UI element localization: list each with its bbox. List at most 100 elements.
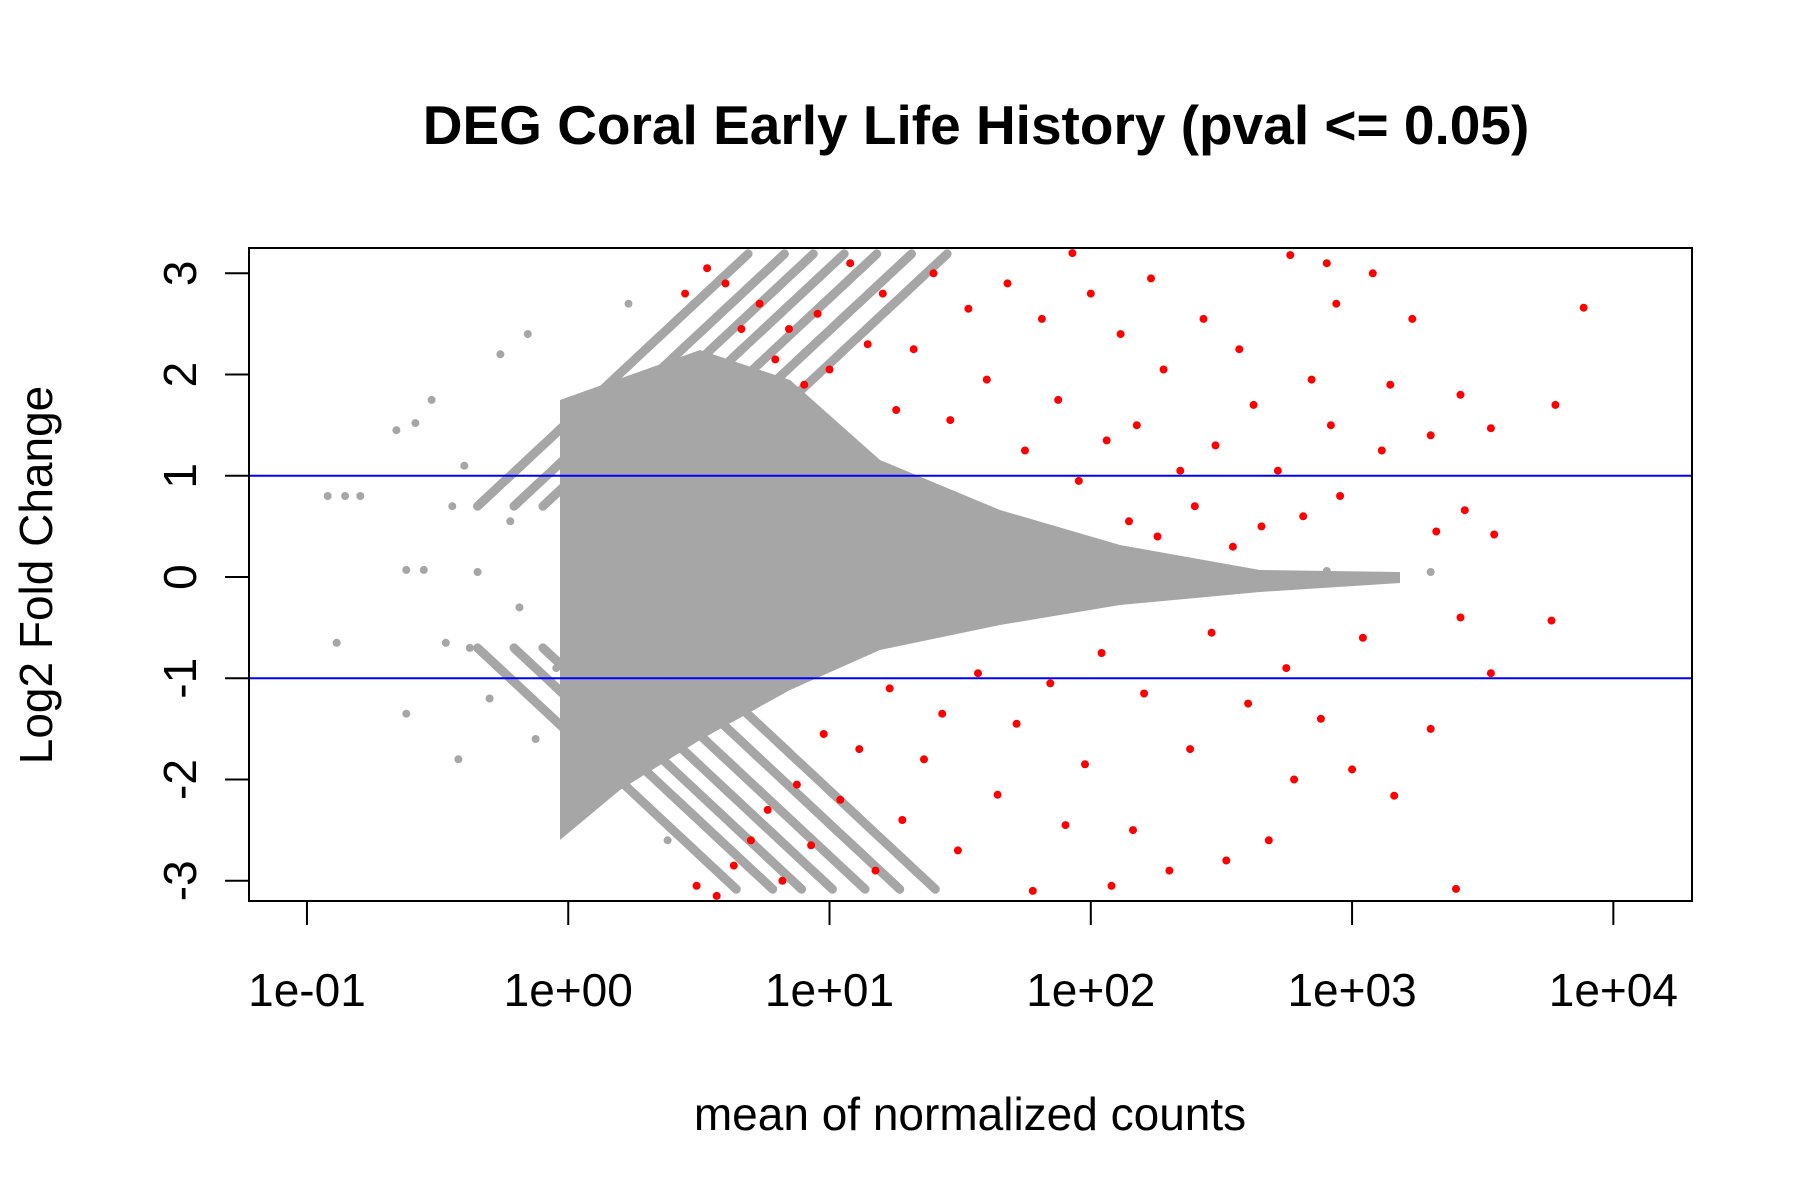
significant-point (771, 355, 780, 364)
significant-point (1081, 760, 1089, 769)
significant-point (1490, 530, 1499, 539)
significant-point (703, 264, 712, 273)
low-count-band (538, 643, 807, 894)
significant-point (1426, 431, 1435, 440)
nonsignificant-point (460, 461, 469, 470)
nonsignificant-point (485, 694, 494, 703)
significant-point (1159, 365, 1168, 374)
significant-point (920, 755, 928, 764)
nonsignificant-point (676, 461, 685, 470)
significant-point (1386, 380, 1395, 389)
x-tick-label: 1e-01 (248, 964, 366, 1016)
significant-point (1244, 699, 1253, 708)
significant-point (792, 780, 801, 789)
significant-point (1426, 724, 1435, 733)
nonsignificant-point (411, 419, 420, 428)
significant-point (825, 365, 834, 374)
significant-point (1074, 476, 1083, 485)
significant-point (946, 416, 955, 425)
nonsignificant-point (1061, 554, 1070, 563)
significant-point (1290, 775, 1299, 784)
significant-point (1153, 532, 1162, 541)
y-axis: -3 -2 -1 0 1 2 3 (154, 261, 250, 901)
significant-point (778, 876, 787, 885)
significant-point (681, 289, 690, 298)
significant-point (878, 289, 887, 298)
significant-point (1282, 664, 1291, 673)
significant-point (1235, 345, 1244, 354)
significant-point (737, 325, 746, 333)
nonsignificant-point (531, 735, 540, 743)
significant-point (813, 309, 822, 318)
nonsignificant-point (1322, 567, 1331, 575)
significant-point (1460, 506, 1469, 515)
nonsignificant-point (1028, 588, 1037, 597)
nonsignificant-point (575, 411, 584, 419)
significant-point (1358, 633, 1367, 642)
significant-point (953, 846, 962, 855)
nonsignificant-point (1165, 581, 1174, 590)
significant-point (1264, 836, 1273, 845)
low-count-band (569, 643, 837, 894)
significant-point (1456, 613, 1465, 622)
significant-point (1456, 390, 1465, 399)
low-count-bands (473, 249, 952, 894)
significant-point (1326, 421, 1335, 430)
significant-point (885, 684, 894, 693)
nonsignificant-point (688, 643, 697, 652)
significant-point (1054, 395, 1063, 404)
significant-point (1486, 669, 1495, 678)
nonsignificant-point (785, 492, 793, 500)
significant-point (1390, 791, 1399, 800)
low-count-band (601, 643, 870, 894)
significant-point (1551, 400, 1560, 409)
significant-point (692, 881, 701, 890)
significant-point (871, 866, 880, 875)
low-count-band (473, 249, 753, 511)
significant-point (1140, 689, 1149, 698)
significant-point (1547, 616, 1556, 625)
significant-point (763, 805, 772, 814)
significant-point (929, 269, 938, 278)
nonsignificant-point (332, 638, 341, 647)
nonsignificant-point (721, 451, 730, 460)
low-count-band (636, 249, 916, 511)
significant-point (1003, 279, 1012, 288)
nonsignificant-point (515, 603, 524, 612)
significant-point (1129, 826, 1137, 835)
x-tick-label: 1e+03 (1287, 964, 1416, 1016)
nonsignificant-point (441, 638, 450, 647)
nonsignificant-point (610, 613, 619, 622)
significant-point (898, 816, 907, 824)
nonsignificant-point (929, 603, 938, 612)
nonsignificant-point (552, 664, 561, 673)
low-count-band (509, 249, 789, 511)
significant-point (712, 891, 721, 900)
nonsignificant-point (392, 426, 401, 435)
nonsignificant-point (800, 633, 809, 642)
significant-points (681, 249, 1588, 900)
low-count-band (473, 643, 741, 894)
significant-point (1046, 679, 1055, 688)
significant-point (1086, 289, 1095, 298)
nonsignificant-point (1426, 568, 1435, 576)
significant-point (964, 304, 973, 313)
significant-point (1336, 492, 1345, 500)
significant-point (1061, 821, 1070, 830)
significant-point (1211, 441, 1220, 450)
y-tick-label: -3 (154, 860, 206, 901)
significant-point (1579, 303, 1588, 312)
significant-point (855, 745, 864, 754)
significant-point (982, 375, 991, 384)
nonsignificant-point (402, 565, 411, 574)
nonsignificant-points (323, 299, 1435, 845)
nonsignificant-point (341, 492, 350, 500)
significant-point (892, 406, 901, 414)
nonsignificant-point (767, 603, 776, 612)
nonsignificant-point (473, 568, 482, 576)
significant-point (1097, 649, 1106, 657)
significant-point (836, 795, 845, 804)
y-tick-label: 1 (154, 463, 206, 489)
nonsignificant-point (825, 532, 834, 541)
significant-point (746, 836, 755, 845)
